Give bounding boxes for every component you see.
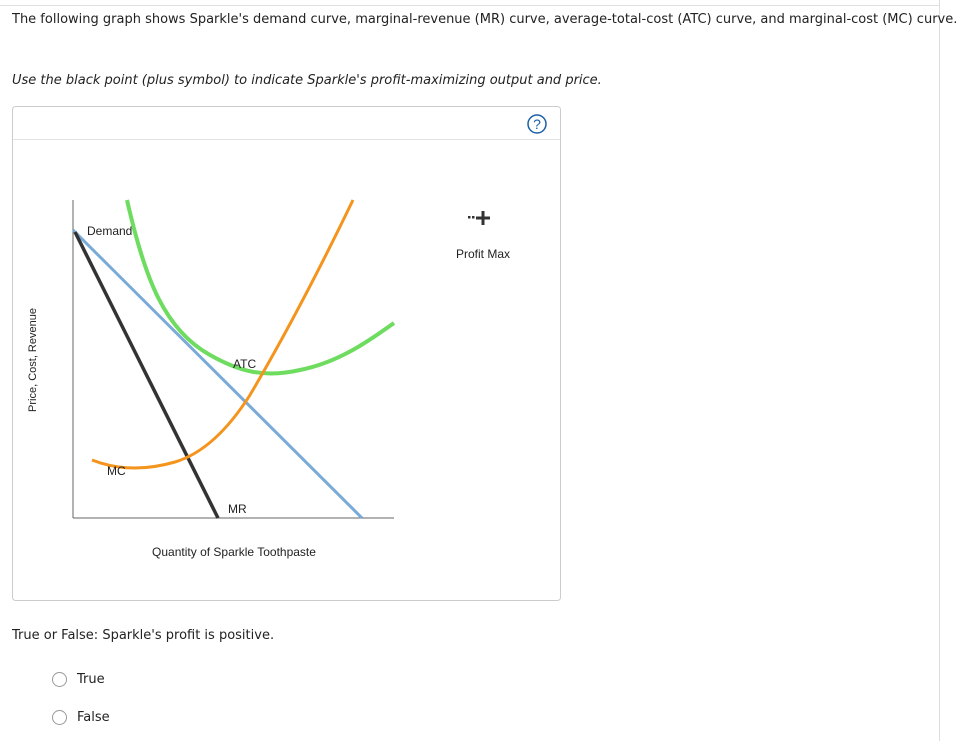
help-icon[interactable] <box>527 114 547 134</box>
atc-label: ATC <box>233 357 256 371</box>
mc-label: MC <box>107 464 126 478</box>
option-label: False <box>77 710 110 725</box>
intro: The following graph shows Sparkle's dema… <box>12 12 958 27</box>
atc-curve <box>125 199 396 376</box>
instruction: Use the black point (plus symbol) to ind… <box>12 73 602 88</box>
radio[interactable] <box>52 672 67 687</box>
graph-panel: ? Price, Cost, Revenue Demand MR ATC MC … <box>12 106 561 601</box>
radio[interactable] <box>52 710 67 725</box>
top-rule <box>0 5 940 6</box>
profit-max-tool[interactable] <box>468 211 490 225</box>
x-axis-label: Quantity of Sparkle Toothpaste <box>152 545 316 559</box>
question: True or False: Sparkle's profit is posit… <box>12 628 275 643</box>
tool-label: Profit Max <box>456 247 510 261</box>
demand-label: Demand <box>87 224 132 238</box>
mr-label: MR <box>228 502 247 516</box>
mr-curve <box>73 231 220 519</box>
panel-border <box>12 106 561 601</box>
option-true[interactable]: True <box>52 672 105 687</box>
option-label: True <box>77 672 105 687</box>
right-rule <box>939 0 940 741</box>
mc-curve <box>91 199 355 470</box>
demand-curve <box>71 228 364 520</box>
option-false[interactable]: False <box>52 710 110 725</box>
help-text[interactable]: ? <box>533 116 541 132</box>
y-axis-label: Price, Cost, Revenue <box>27 308 39 412</box>
